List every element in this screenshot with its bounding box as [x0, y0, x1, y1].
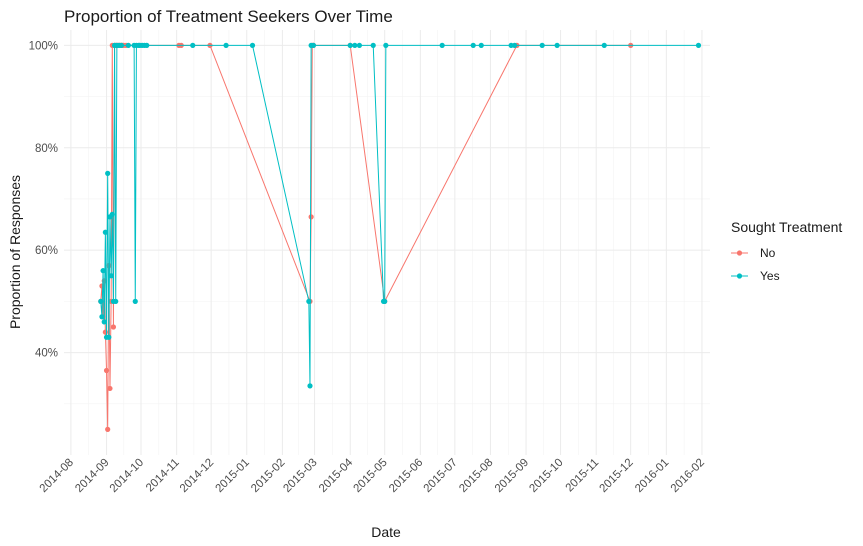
data-point-yes [356, 42, 363, 48]
x-tick-label: 2016-01 [633, 457, 671, 495]
y-axis-title: Proportion of Responses [7, 175, 23, 329]
x-tick-label: 2015-03 [281, 457, 319, 495]
y-tick-label: 100% [29, 40, 58, 52]
legend: Sought Treatment No Yes [731, 219, 842, 283]
data-point-yes [98, 298, 104, 304]
data-point-yes [470, 42, 476, 48]
x-tick-label: 2015-09 [493, 457, 531, 495]
x-axis-ticks: 2014-082014-092014-102014-112014-122015-… [38, 456, 707, 495]
x-tick-label: 2015-10 [527, 457, 565, 495]
grid [64, 30, 710, 455]
data-point-no [308, 214, 314, 220]
x-tick-label: 2015-12 [597, 457, 635, 495]
y-tick-label: 80% [35, 143, 58, 155]
data-point-yes [105, 170, 111, 176]
data-point-yes [383, 42, 389, 48]
data-point-yes [511, 42, 518, 48]
data-point-no [107, 385, 113, 392]
data-point-yes [102, 229, 108, 235]
data-point-yes [106, 334, 112, 340]
data-point-yes [118, 42, 125, 48]
data-point-yes [190, 42, 196, 48]
series-line-no [100, 44, 631, 430]
data-point-yes [539, 42, 545, 48]
x-tick-label: 2014-12 [178, 457, 216, 495]
data-point-yes [113, 298, 119, 304]
x-tick-label: 2015-05 [351, 457, 389, 495]
data-point-no [103, 367, 110, 374]
data-point-yes [144, 42, 150, 48]
data-point-yes [109, 211, 115, 217]
data-point-yes [347, 42, 353, 48]
x-tick-label: 2015-06 [387, 457, 425, 495]
x-tick-label: 2016-02 [669, 457, 707, 495]
data-point-yes [352, 42, 358, 48]
legend-label: No [760, 246, 776, 260]
data-point-yes [306, 298, 312, 304]
chart-title: Proportion of Treatment Seekers Over Tim… [64, 7, 393, 26]
x-tick-label: 2014-08 [38, 457, 76, 495]
series-layer [98, 42, 702, 432]
x-tick-label: 2014-09 [73, 457, 111, 495]
y-tick-label: 40% [35, 348, 58, 360]
data-point-yes [101, 319, 107, 325]
data-point-yes [223, 42, 229, 48]
data-point-yes [695, 42, 702, 48]
x-tick-label: 2015-08 [457, 457, 495, 495]
legend-title: Sought Treatment [731, 219, 842, 235]
x-tick-label: 2014-11 [144, 457, 182, 495]
data-point-yes [99, 314, 105, 320]
series-yes [98, 42, 702, 389]
y-tick-label: 60% [35, 245, 58, 257]
x-tick-label: 2015-11 [564, 457, 602, 495]
data-point-yes [370, 42, 376, 48]
legend-item-yes: Yes [731, 269, 780, 283]
x-tick-label: 2014-10 [108, 457, 146, 495]
data-point-no [102, 329, 108, 335]
data-point-yes [478, 42, 484, 48]
x-tick-label: 2015-01 [214, 457, 252, 495]
data-point-no [105, 426, 111, 432]
series-no [98, 42, 634, 432]
data-point-yes [100, 268, 106, 274]
data-point-yes [132, 298, 138, 304]
data-point-yes [601, 42, 607, 48]
data-point-yes [108, 273, 114, 279]
x-tick-label: 2015-07 [422, 457, 460, 495]
legend-item-no: No [731, 246, 776, 260]
x-axis-title: Date [371, 524, 401, 540]
legend-key-point [736, 250, 743, 256]
x-tick-label: 2015-02 [249, 457, 287, 495]
data-point-yes [554, 42, 560, 48]
legend-label: Yes [760, 269, 780, 283]
data-point-no [110, 324, 117, 330]
data-point-yes [125, 42, 131, 48]
x-tick-label: 2015-04 [317, 456, 356, 495]
data-point-yes [382, 298, 388, 304]
legend-key-point [736, 273, 743, 279]
data-point-yes [439, 42, 445, 48]
data-point-yes [307, 383, 313, 389]
y-axis-ticks: 40% 60% 80% 100% [29, 40, 58, 359]
data-point-yes [310, 42, 317, 48]
data-point-yes [249, 42, 256, 48]
